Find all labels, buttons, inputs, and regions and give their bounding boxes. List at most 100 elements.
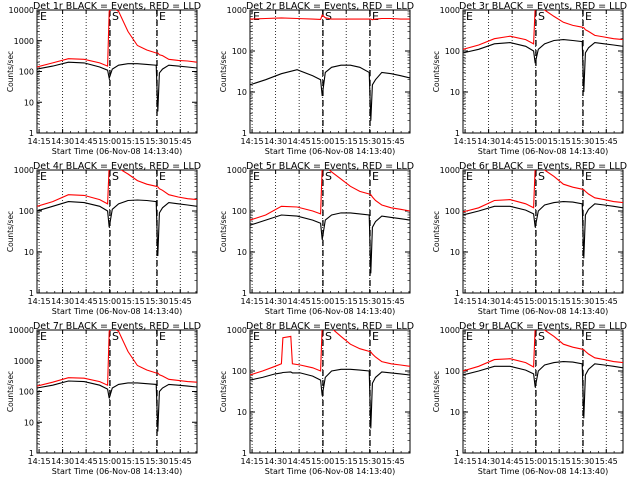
- plot-frame: [462, 9, 624, 134]
- x-tick-label: 15:00: [98, 137, 121, 146]
- flare-marker-label: S: [538, 10, 545, 23]
- y-tick-label: 1000: [227, 166, 247, 175]
- y-axis-label: Counts/sec: [432, 211, 441, 252]
- x-tick-label: 15:15: [122, 297, 145, 306]
- y-tick-label: 100: [232, 47, 247, 56]
- chart-title: Det 2r BLACK = Events, RED = LLD: [246, 1, 414, 12]
- series-line-events: [250, 368, 410, 429]
- y-tick-label: 10: [24, 248, 34, 257]
- y-tick-label: 100: [19, 207, 34, 216]
- x-tick-label: 15:30: [358, 297, 381, 306]
- x-tick-label: 14:30: [477, 297, 500, 306]
- x-tick-label: 14:15: [241, 457, 264, 466]
- x-tick-label: 15:45: [169, 297, 192, 306]
- plot-frame: [462, 329, 624, 454]
- start-marker-label: E: [40, 10, 47, 23]
- y-tick-label: 100: [445, 47, 460, 56]
- x-axis-label: Start Time (06-Nov-08 14:13:40): [265, 467, 395, 476]
- series-line-events: [37, 61, 197, 112]
- x-tick-label: 14:45: [288, 457, 311, 466]
- flare-marker-label: E: [585, 170, 592, 183]
- start-marker-label: E: [466, 10, 473, 23]
- x-tick-label: 14:30: [51, 457, 74, 466]
- y-tick-label: 1: [29, 289, 34, 298]
- x-tick-label: 15:30: [145, 297, 168, 306]
- flare-marker-label: E: [585, 330, 592, 343]
- plot-frame: [249, 9, 411, 134]
- x-tick-label: 14:30: [477, 457, 500, 466]
- x-tick-label: 15:30: [358, 457, 381, 466]
- x-axis-label: Start Time (06-Nov-08 14:13:40): [265, 307, 395, 316]
- y-tick-label: 1: [455, 289, 460, 298]
- y-tick-label: 10: [237, 248, 247, 257]
- y-tick-label: 10: [450, 88, 460, 97]
- chart-title: Det 3r BLACK = Events, RED = LLD: [459, 1, 627, 12]
- x-tick-label: 15:15: [335, 297, 358, 306]
- series-line-lld: [37, 330, 197, 387]
- x-tick-label: 14:15: [28, 457, 51, 466]
- y-axis-label: Counts/sec: [219, 371, 228, 412]
- chart-panel-3: Det 3r BLACK = Events, RED = LLD 14:15 14:…: [432, 1, 627, 156]
- y-tick-label: 10: [237, 408, 247, 417]
- x-tick-label: 14:45: [288, 297, 311, 306]
- y-axis-label: Counts/sec: [6, 211, 15, 252]
- x-tick-label: 14:30: [477, 137, 500, 146]
- series-line-events: [463, 39, 623, 93]
- x-tick-label: 14:45: [75, 457, 98, 466]
- start-marker-label: E: [40, 170, 47, 183]
- x-tick-label: 14:30: [51, 137, 74, 146]
- series-line-lld: [463, 10, 623, 50]
- flare-marker-label: E: [585, 10, 592, 23]
- y-tick-label: 1000: [440, 326, 460, 335]
- chart-title: Det 4r BLACK = Events, RED = LLD: [33, 161, 201, 172]
- x-tick-label: 15:00: [311, 137, 334, 146]
- x-tick-label: 14:30: [264, 137, 287, 146]
- y-tick-label: 1000: [440, 6, 460, 15]
- x-tick-label: 15:00: [524, 137, 547, 146]
- series-line-lld: [250, 14, 410, 21]
- start-marker-label: E: [253, 330, 260, 343]
- y-tick-label: 10000: [9, 326, 34, 335]
- x-tick-label: 14:15: [28, 137, 51, 146]
- x-tick-label: 15:15: [335, 457, 358, 466]
- x-tick-label: 14:15: [241, 297, 264, 306]
- x-axis-label: Start Time (06-Nov-08 14:13:40): [52, 467, 182, 476]
- x-tick-label: 14:15: [454, 297, 477, 306]
- chart-title: Det 5r BLACK = Events, RED = LLD: [246, 161, 414, 172]
- x-tick-label: 14:45: [501, 297, 524, 306]
- series-line-lld: [250, 170, 410, 221]
- y-tick-label: 1: [29, 449, 34, 458]
- series-line-lld: [37, 10, 197, 68]
- y-tick-label: 1: [242, 289, 247, 298]
- x-axis-label: Start Time (06-Nov-08 14:13:40): [478, 147, 608, 156]
- series-line-events: [463, 361, 623, 419]
- x-tick-label: 15:15: [548, 137, 571, 146]
- y-tick-label: 10: [450, 408, 460, 417]
- y-tick-label: 1000: [14, 166, 34, 175]
- start-marker-label: E: [466, 330, 473, 343]
- x-axis-label: Start Time (06-Nov-08 14:13:40): [478, 307, 608, 316]
- plot-frame: [462, 169, 624, 294]
- x-tick-label: 15:45: [169, 457, 192, 466]
- flare-marker-label: E: [159, 170, 166, 183]
- x-tick-label: 15:00: [524, 457, 547, 466]
- start-marker-label: E: [253, 10, 260, 23]
- x-tick-label: 15:45: [595, 137, 618, 146]
- chart-title: Det 7r BLACK = Events, RED = LLD: [33, 321, 201, 332]
- flare-marker-label: S: [112, 330, 119, 343]
- x-tick-label: 15:30: [571, 297, 594, 306]
- plot-frame: [36, 9, 198, 134]
- chart-panel-5: Det 5r BLACK = Events, RED = LLD 14:15 14:…: [219, 161, 414, 316]
- flare-marker-label: E: [159, 330, 166, 343]
- plot-frame: [249, 169, 411, 294]
- x-axis-label: Start Time (06-Nov-08 14:13:40): [52, 147, 182, 156]
- series-line-lld: [463, 170, 623, 213]
- x-tick-label: 14:15: [454, 137, 477, 146]
- series-line-events: [250, 64, 410, 121]
- series-line-lld: [463, 330, 623, 372]
- x-tick-label: 14:15: [454, 457, 477, 466]
- y-tick-label: 100: [19, 68, 34, 77]
- x-tick-label: 14:15: [28, 297, 51, 306]
